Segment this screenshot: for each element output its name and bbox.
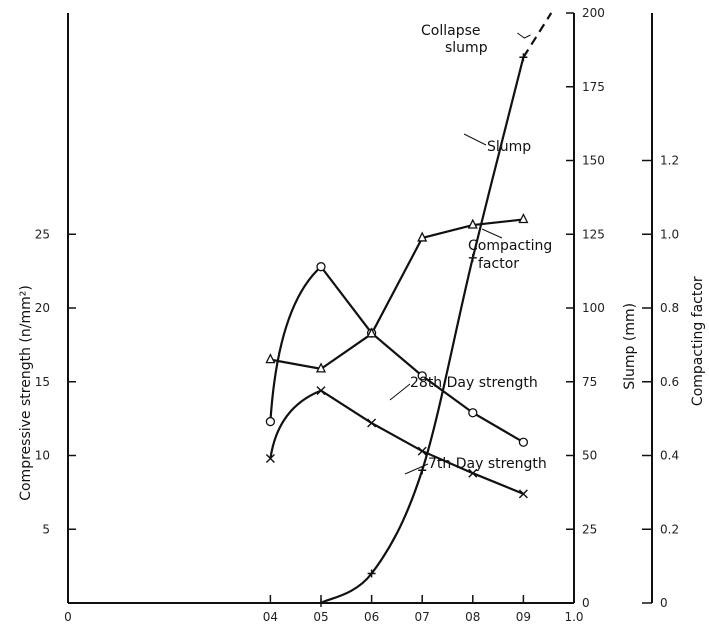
slump-y-tick-label: 100 xyxy=(582,301,605,315)
annotation-slump-line2-text: slump xyxy=(445,40,488,56)
cf-y-tick-label: 0 xyxy=(660,596,668,610)
x-tick-label: 08 xyxy=(465,610,480,624)
series-marker-28th-day-strength xyxy=(417,371,427,381)
series-marker-28th-day-strength xyxy=(518,437,529,447)
x-tick-label: 06 xyxy=(364,610,379,624)
left-y-tick-label: 25 xyxy=(35,227,50,241)
annotation-collapse-text: Collapse xyxy=(421,23,481,39)
annotation-compacting-text: Compacting xyxy=(468,238,552,254)
series-marker-7th-day-strength xyxy=(518,489,528,499)
slump-y-tick-label: 175 xyxy=(582,80,605,94)
series-marker-slump xyxy=(367,569,376,578)
series-marker-28th-day-strength xyxy=(468,408,478,418)
series-marker-7th-day-strength xyxy=(265,453,275,463)
series-marker-compacting-factor xyxy=(467,218,478,229)
slump-y-tick-label: 200 xyxy=(582,6,605,20)
cf-y-tick-label: 1.0 xyxy=(660,227,679,241)
series-marker-slump xyxy=(317,599,325,607)
series-marker-slump xyxy=(519,53,528,62)
series-marker-compacting-factor xyxy=(366,327,377,338)
series-marker-7th-day-strength xyxy=(468,468,478,478)
series-marker-7th-day-strength xyxy=(417,446,427,456)
markers xyxy=(265,53,529,607)
series-line-7th-day-strength xyxy=(269,389,524,495)
series-marker-compacting-factor xyxy=(417,231,428,242)
series-marker-7th-day-strength xyxy=(367,418,377,428)
slump-axis-title: Slump (mm) xyxy=(622,303,638,390)
series-marker-compacting-factor xyxy=(315,362,327,373)
x-tick-label: 04 xyxy=(263,610,278,624)
x-tick-label: 07 xyxy=(415,610,430,624)
left-y-tick-label: 5 xyxy=(42,522,50,536)
series-marker-28th-day-strength xyxy=(316,262,326,272)
series-marker-7th-day-strength xyxy=(316,386,326,396)
series-marker-compacting-factor xyxy=(265,353,276,364)
axes: Compressive strength (n/mm²) Slump (mm) Co… xyxy=(18,13,706,604)
slump-y-tick-label: 0 xyxy=(582,596,590,610)
series-lines xyxy=(269,12,553,604)
series-marker-slump xyxy=(468,253,477,262)
cf-y-tick-label: 0.4 xyxy=(660,449,679,463)
left-y-tick-label: 20 xyxy=(35,301,50,315)
cf-y-tick-label: 1.2 xyxy=(660,154,679,168)
annotation-28th-day-text: 28th Day strength xyxy=(410,375,538,391)
annotation-slump-leader xyxy=(463,133,487,146)
x-tick-label: 05 xyxy=(313,610,328,624)
annotation-compacting-leader xyxy=(481,228,503,239)
annotation-slump-text: Slump xyxy=(487,139,531,155)
slump-y-tick-label: 75 xyxy=(582,375,597,389)
left-y-tick-label: 10 xyxy=(35,449,50,463)
slump-y-tick-label: 50 xyxy=(582,449,597,463)
annotation-collapse-leader xyxy=(517,32,531,39)
slump-y-tick-label: 125 xyxy=(582,227,605,241)
x-tick-label: 0 xyxy=(64,610,72,624)
cf-axis-title: Compacting factor xyxy=(690,276,706,406)
series-line-28th-day-strength xyxy=(269,265,524,444)
series-marker-slump xyxy=(418,466,427,475)
x-tick-label: 1.0 xyxy=(564,610,583,624)
annotation-7th-day-leader xyxy=(404,463,429,475)
slump-y-tick-label: 25 xyxy=(582,522,597,536)
ticks: 0 04 05 06 07 08 09 1.0 5 10 15 20 25 0 25 50 75 100 125 15… xyxy=(35,6,679,624)
series-marker-compacting-factor xyxy=(518,213,529,224)
slump-y-tick-label: 150 xyxy=(582,154,605,168)
left-y-tick-label: 15 xyxy=(35,375,50,389)
x-tick-label: 09 xyxy=(516,610,531,624)
cf-y-tick-label: 0.6 xyxy=(660,375,679,389)
series-line-collapse-slump-dashed xyxy=(522,12,553,58)
annotation-28th-day-leader xyxy=(389,383,411,401)
left-axis-title: Compressive strength (n/mm²) xyxy=(18,285,34,501)
cf-y-tick-label: 0.8 xyxy=(660,301,679,315)
cf-y-tick-label: 0.2 xyxy=(660,522,679,536)
annotation-factor-text: factor xyxy=(478,256,519,272)
annotation-7th-day-text: 7th Day strength xyxy=(428,456,547,472)
series-marker-28th-day-strength xyxy=(265,416,276,427)
